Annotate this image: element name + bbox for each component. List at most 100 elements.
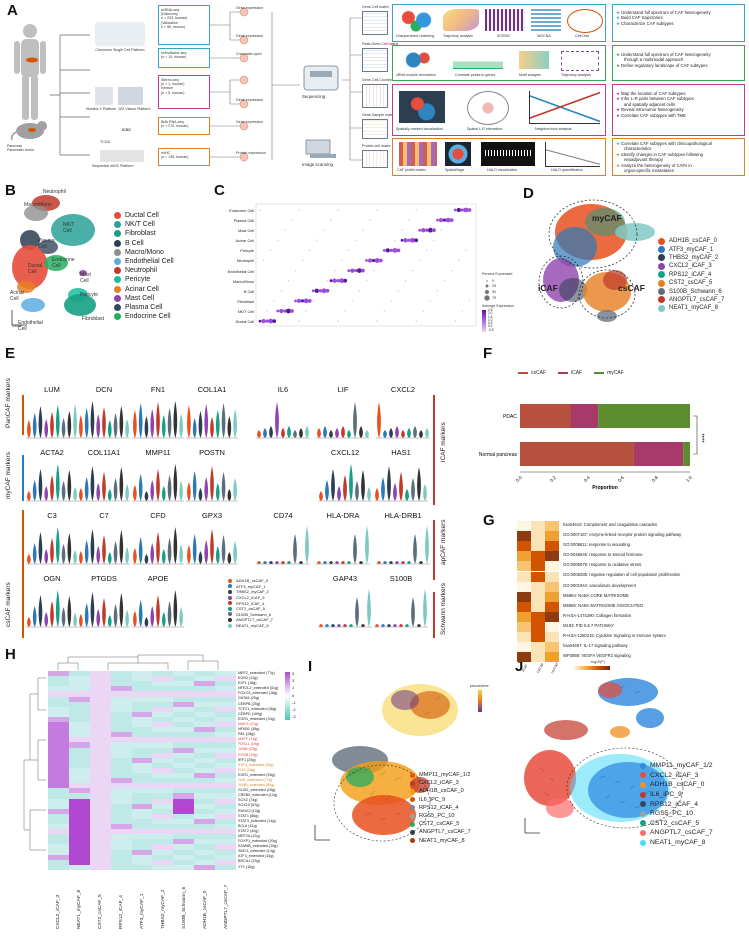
tf-heat-cell <box>173 808 195 814</box>
violin-shape <box>67 411 72 438</box>
violin-plot <box>374 589 428 628</box>
analysis-label: Unsupervised clustering <box>396 34 435 38</box>
matrix-grid <box>362 119 388 139</box>
tf-heat-cell <box>48 752 69 758</box>
tf-heat-cell <box>110 686 132 692</box>
tf-heat-cell <box>173 788 195 794</box>
legend-item: RGS5_PC_10 <box>410 812 471 820</box>
legend-swatch <box>410 821 415 827</box>
dotplot-dot <box>367 258 373 263</box>
violin-plot <box>78 401 130 439</box>
tf-heat-cell <box>110 767 132 774</box>
violin-shape <box>233 478 237 501</box>
tf-heat-cell <box>194 813 216 819</box>
violin-shape <box>138 600 143 627</box>
summary-line: ★ Identify changes in CAF subtypes follo… <box>616 151 703 157</box>
tf-heat-cell <box>131 716 153 723</box>
legend-swatch <box>228 623 232 628</box>
tf-heat-cell <box>131 706 153 712</box>
tf-heat-cell <box>68 803 90 809</box>
dotplot-dot <box>372 269 375 272</box>
tf-scale-labels: 3 2 1 0 -1 -2 -3 <box>292 671 296 720</box>
tf-row-label: NFE2L2_extended (51g) <box>238 686 279 691</box>
dotplot-dot <box>421 228 426 233</box>
tf-heat-cell <box>89 783 111 789</box>
tf-heat-cell <box>173 701 195 707</box>
panel-label-j: J <box>515 658 524 675</box>
violin-shape <box>119 467 124 501</box>
dotplot-dot <box>351 300 353 302</box>
tf-heat-cell <box>68 762 90 768</box>
tf-heat-cell <box>194 762 216 768</box>
platform-label: ICGC <box>122 128 131 132</box>
legend-swatch <box>410 805 415 811</box>
gene-label: CD74 <box>273 511 293 520</box>
go-term-label: R-HSA-1474290: Collagen formation <box>563 612 632 618</box>
legend-item: NK/T Cell <box>114 220 174 229</box>
tf-heat-cell <box>173 824 195 830</box>
violin-shape <box>96 609 101 627</box>
legend-item: myCAF <box>594 368 624 377</box>
violin-shape <box>102 598 106 627</box>
legend-item: csCAF <box>518 368 546 377</box>
dotplot-dot <box>272 319 277 323</box>
go-term-label: GO:0007167: enzyme-linked receptor prote… <box>563 532 682 538</box>
dotplot-dot <box>339 278 345 284</box>
tf-heat-cell <box>131 788 153 794</box>
violin-shape <box>179 414 183 438</box>
tf-heat-cell <box>152 762 174 768</box>
dotplot-dot <box>307 299 312 303</box>
legend-item: NEAT1_myCAF_8 <box>640 838 713 848</box>
violin-shape <box>55 527 60 564</box>
legend-item: ANGPTL7_csCAF_7 <box>228 617 273 623</box>
tf-row-label: SMC3_extended (14g) <box>238 849 276 854</box>
panel-label-c: C <box>214 182 225 199</box>
dotplot-dot <box>404 280 407 282</box>
gene-label: FN1 <box>150 385 166 394</box>
group-divider <box>22 510 24 638</box>
legend-swatch <box>114 313 121 321</box>
go-heat-cell <box>545 581 559 592</box>
tf-heat-cell <box>194 757 216 763</box>
tf-heat-cell <box>110 722 132 728</box>
dotplot-dot <box>383 310 385 312</box>
h-top-dendrogram <box>57 654 219 670</box>
tf-heat-cell <box>48 864 69 870</box>
tf-heat-cell <box>215 793 236 799</box>
tf-row-label: GLIS2_extended (15g) <box>238 788 276 793</box>
dotplot-dot <box>454 320 456 322</box>
violin-shape <box>325 480 329 501</box>
violin-shape <box>113 604 118 627</box>
tf-heat-cell <box>152 834 174 840</box>
dotplot-dot <box>277 239 279 241</box>
tf-heat-cell <box>152 716 174 723</box>
legend-item: Mast Cell <box>114 294 174 303</box>
violin-shape <box>375 488 379 501</box>
tf-heat-cell <box>215 864 236 870</box>
tf-heat-cell <box>215 737 236 743</box>
tf-row-label: FOSL1 (19g) <box>238 742 260 747</box>
go-heat-cell <box>545 611 559 622</box>
cluster-label: NK/T Cell <box>63 222 75 234</box>
legend-label: NEAT1_myCAF_8 <box>236 623 269 629</box>
legend-item: ADH1B_csCAF_0 <box>640 780 713 790</box>
legend-swatch <box>114 267 121 275</box>
violin-shape <box>275 402 279 438</box>
legend-swatch <box>658 271 665 279</box>
tf-heat-cell <box>89 798 111 804</box>
tf-heat-cell <box>173 762 195 768</box>
tf-heat-cell <box>89 716 111 723</box>
legend-label: RPS12_iCAF_4 <box>419 804 459 811</box>
tf-heat-cell <box>89 859 111 865</box>
tf-heat-cell <box>194 824 216 830</box>
tf-row-label: JUNB_extended (50g) <box>238 783 275 788</box>
tf-heat-cell <box>215 767 236 774</box>
legend-item: Plasma Cell <box>114 303 174 312</box>
legend-swatch <box>658 279 665 287</box>
analysis-label: HALO visualization <box>487 168 518 172</box>
violin-shape <box>355 597 359 627</box>
tf-col-label: CXCL2_iCAF_3 <box>56 894 62 929</box>
legend-label: CXCL2_iCAF_3 <box>669 263 712 270</box>
violin-shape <box>96 546 101 564</box>
tf-heat-cell <box>215 824 236 830</box>
